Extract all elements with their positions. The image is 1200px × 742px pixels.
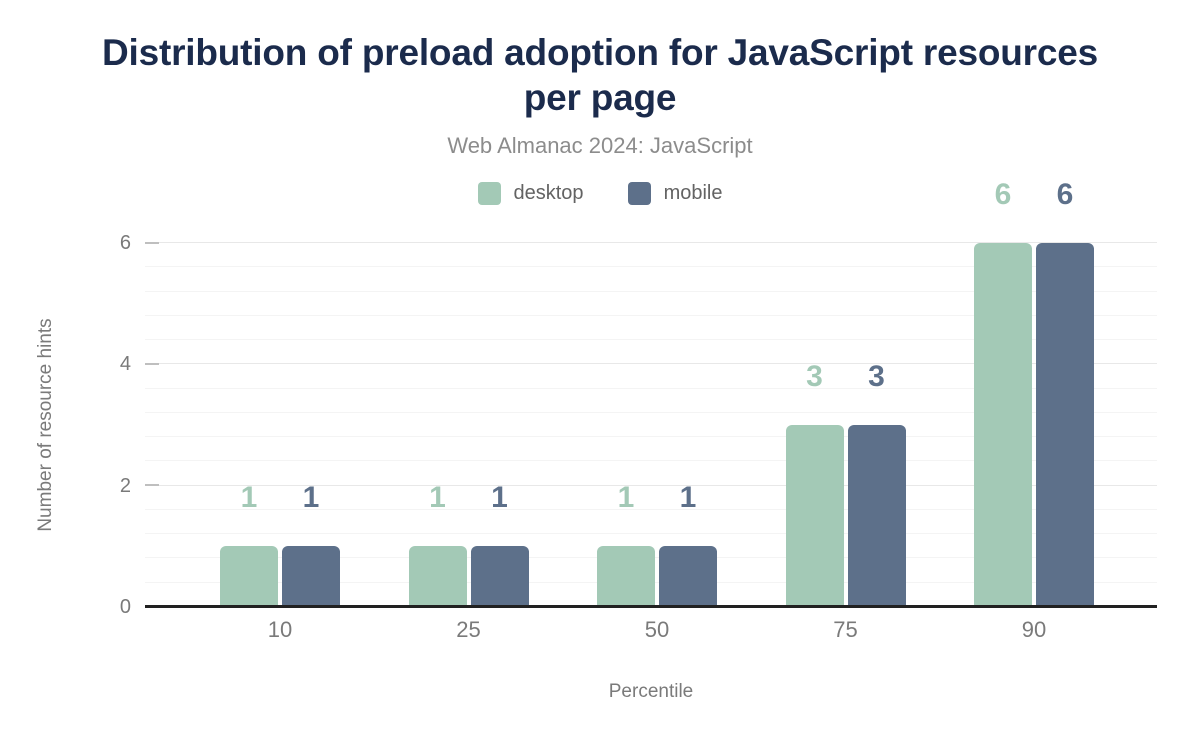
minor-gridline <box>145 339 1157 341</box>
legend-swatch-mobile <box>627 182 651 205</box>
value-label-mobile-p50: 1 <box>679 481 697 515</box>
x-tick-label-25: 25 <box>456 617 481 642</box>
plot-area: 0 2 4 6 1 1 10 1 1 25 1 1 50 3 3 75 6 6 90 <box>120 180 1157 641</box>
value-label-mobile-p75: 3 <box>868 360 885 393</box>
value-label-desktop-p25: 1 <box>429 481 446 515</box>
legend-label-mobile: mobile <box>663 182 723 204</box>
y-axis-title: Number of resource hints <box>35 318 56 532</box>
major-gridline <box>145 242 1157 243</box>
major-gridline <box>145 484 1157 486</box>
value-label-mobile-p90: 6 <box>1056 178 1074 211</box>
minor-gridline <box>145 460 1157 462</box>
chart-title: Distribution of preload adoption for Jav… <box>102 32 1098 119</box>
legend-item-mobile: mobile <box>627 182 723 205</box>
value-label-mobile-p25: 1 <box>491 481 508 515</box>
y-tick-label: 4 <box>119 353 131 376</box>
minor-gridline <box>145 266 1157 268</box>
y-tick-label: 6 <box>119 232 131 254</box>
minor-gridline <box>145 436 1157 438</box>
bar-desktop-p25 <box>408 546 467 607</box>
bar-mobile-p90 <box>1036 243 1094 607</box>
minor-gridline <box>145 387 1157 389</box>
value-label-desktop-p75: 3 <box>806 360 823 393</box>
legend: desktop mobile <box>0 182 1200 205</box>
x-axis-title: Percentile <box>608 681 694 702</box>
y-tick-mark <box>145 484 159 487</box>
bar-desktop-p75 <box>785 425 844 607</box>
minor-gridline <box>145 533 1157 535</box>
bar-mobile-p50 <box>659 546 717 607</box>
bar-desktop-p50 <box>597 546 655 607</box>
minor-gridline <box>145 290 1157 292</box>
y-tick-label: 0 <box>119 596 131 618</box>
bar-mobile-p75 <box>847 425 906 607</box>
bar-mobile-p25 <box>470 546 529 607</box>
legend-item-desktop: desktop <box>477 182 584 205</box>
legend-swatch-desktop <box>477 182 501 205</box>
legend-label-desktop: desktop <box>513 182 584 204</box>
y-tick-mark <box>145 241 159 244</box>
x-tick-label-10: 10 <box>267 617 293 642</box>
minor-gridline <box>145 508 1157 510</box>
x-tick-label-75: 75 <box>833 617 858 642</box>
major-gridline <box>145 363 1157 365</box>
chart-subtitle: Web Almanac 2024: JavaScript <box>447 133 753 158</box>
y-tick-mark <box>145 362 159 365</box>
minor-gridline <box>145 314 1157 316</box>
x-axis-line <box>145 605 1157 608</box>
value-label-desktop-p90: 6 <box>994 178 1012 211</box>
value-label-desktop-p10: 1 <box>240 481 258 515</box>
y-tick-label: 2 <box>119 474 131 497</box>
minor-gridline <box>145 411 1157 413</box>
x-tick-label-90: 90 <box>1021 617 1047 642</box>
bar-desktop-p10 <box>220 546 278 607</box>
x-tick-label-50: 50 <box>644 617 670 642</box>
bar-desktop-p90 <box>974 243 1032 607</box>
value-label-desktop-p50: 1 <box>617 481 635 515</box>
value-label-mobile-p10: 1 <box>302 481 320 515</box>
bar-mobile-p10 <box>282 546 340 607</box>
